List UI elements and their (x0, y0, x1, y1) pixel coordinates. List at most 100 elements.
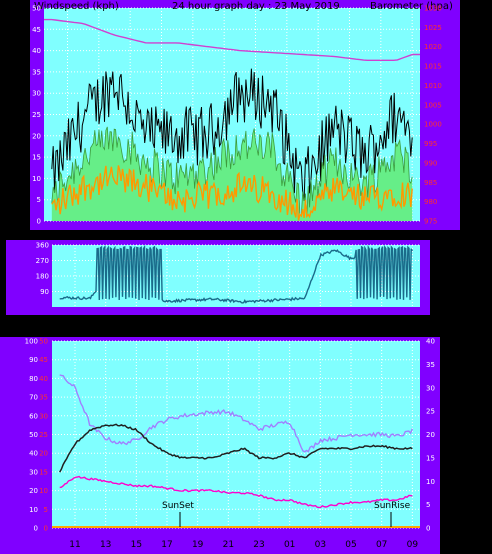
x-tick-label: 07 (375, 232, 386, 242)
humidity-tick-label: 70 (29, 394, 38, 402)
x-tick-label: 05 (345, 540, 356, 550)
x-tick-label: 11 (62, 232, 73, 242)
x-tick-label: 11 (69, 540, 80, 550)
barometer-tick-label: 1010 (424, 82, 442, 90)
compass-letter: E (437, 287, 444, 300)
temperature-tick-label: 25 (426, 408, 435, 416)
x-tick-label: 21 (218, 232, 229, 242)
humidity-tick-label: 60 (29, 412, 38, 420)
x-tick-label: 09 (406, 232, 418, 242)
direction-series (59, 244, 413, 304)
windspeed-tick-label: 20 (32, 132, 41, 140)
direction-tick-label: 360 (36, 242, 49, 250)
rainfall-tick-label: 20 (39, 450, 48, 458)
windspeed-tick-label: 0 (37, 218, 41, 226)
compass-letter: N (437, 239, 445, 252)
x-tick-label: 07 (376, 540, 387, 550)
rainfall-tick-label: 35 (39, 394, 48, 402)
compass-letter: W (437, 255, 448, 268)
x-tick-label: 19 (192, 540, 204, 550)
humidity-tick-label: 0 (34, 525, 38, 533)
rainfall-tick-label: 25 (39, 431, 48, 439)
windspeed-tick-label: 15 (32, 154, 41, 162)
wind-low-line (51, 165, 413, 221)
barometer-tick-label: 1025 (424, 24, 442, 32)
x-tick-label: 15 (124, 232, 135, 242)
windspeed-tick-label: 10 (32, 175, 41, 183)
direction-ticks: 90 180 270 360 (36, 242, 49, 297)
temp-humidity-ticks: 0102030405060708090100051015202530354045… (25, 338, 435, 533)
x-tick-label: 15 (131, 540, 142, 550)
rainfall-tick-label: 0 (44, 525, 48, 533)
windspeed-axis-label: Windspeed (kph) (34, 1, 119, 12)
x-tick-label: 05 (344, 232, 355, 242)
wind-baro-ticks: 0510152025303540455097598098599099510001… (32, 5, 442, 226)
temp-dewpoint-axis-label: Temperature (°C)Dew Point (°C) (311, 322, 471, 333)
compass-letter: N (437, 303, 445, 316)
windspeed-tick-label: 25 (32, 111, 41, 119)
x-tick-label: 01 (284, 540, 295, 550)
wind-average-area (51, 126, 413, 221)
rain-humidity-axis-label: Rainfall (mm) Humidity (%) (1, 322, 138, 333)
rainfall-tick-label: 45 (39, 356, 48, 364)
humidity-tick-label: 30 (29, 468, 38, 476)
rainfall-tick-label: 30 (39, 412, 48, 420)
wind-baro-series (44, 18, 420, 221)
barometer-tick-label: 995 (424, 140, 437, 148)
temperature-tick-label: 5 (426, 501, 430, 509)
humidity-tick-label: 50 (29, 431, 38, 439)
barometer-tick-label: 975 (424, 218, 437, 226)
temperature-tick-label: 10 (426, 478, 435, 486)
x-tick-label: 01 (281, 232, 292, 242)
windspeed-tick-label: 5 (37, 196, 41, 204)
x-tick-label: 21 (223, 540, 234, 550)
rainfall-tick-label: 15 (39, 468, 48, 476)
humidity-line (59, 374, 413, 453)
windspeed-tick-label: 40 (32, 47, 41, 55)
sunrise-label: SunRise (374, 501, 411, 511)
x-tick-label: 03 (315, 540, 326, 550)
barometer-line (44, 18, 420, 61)
rainfall-tick-label: 5 (44, 506, 48, 514)
x-tick-label: 23 (253, 540, 264, 550)
direction-tick-label: 270 (36, 257, 49, 265)
x-tick-label: 13 (93, 232, 104, 242)
barometer-tick-label: 990 (424, 159, 437, 167)
direction-tick-label: 180 (36, 273, 49, 281)
barometer-tick-label: 1015 (424, 63, 442, 71)
x-tick-label: 23 (250, 232, 261, 242)
temperature-tick-label: 15 (426, 454, 435, 462)
wind-direction-line (59, 244, 413, 304)
dewpoint-line (59, 475, 413, 509)
humidity-tick-label: 80 (29, 375, 38, 383)
temperature-tick-label: 40 (426, 338, 435, 346)
wind-average-line (51, 126, 413, 217)
temperature-tick-label: 0 (426, 525, 430, 533)
temperature-tick-label: 30 (426, 384, 435, 392)
temperature-tick-label: 20 (426, 431, 435, 439)
compass-letter: S (437, 271, 444, 284)
wind-baro-x-ticks: 11 13 15 17 19 21 23 01 03 05 07 09 (62, 232, 418, 242)
temperature-line (59, 423, 413, 473)
humidity-tick-label: 90 (29, 356, 38, 364)
rainfall-tick-label: 50 (39, 338, 48, 346)
humidity-tick-label: 10 (29, 506, 38, 514)
windspeed-tick-label: 50 (32, 5, 41, 13)
temperature-tick-label: 35 (426, 361, 435, 369)
barometer-tick-label: 980 (424, 198, 437, 206)
x-tick-label: 17 (161, 540, 172, 550)
direction-tick-label: 90 (40, 288, 49, 296)
windspeed-tick-label: 35 (32, 68, 41, 76)
windspeed-tick-label: 45 (32, 26, 41, 34)
x-tick-label: 13 (100, 540, 111, 550)
humidity-tick-label: 100 (25, 338, 38, 346)
x-tick-label: 03 (312, 232, 323, 242)
barometer-tick-label: 1005 (424, 101, 442, 109)
temp-humidity-series (52, 374, 420, 528)
x-tick-label: 09 (407, 540, 419, 550)
temp-humidity-x-ticks: 11 13 15 17 19 21 23 01 03 05 07 09 (69, 540, 418, 550)
barometer-tick-label: 1020 (424, 43, 442, 51)
